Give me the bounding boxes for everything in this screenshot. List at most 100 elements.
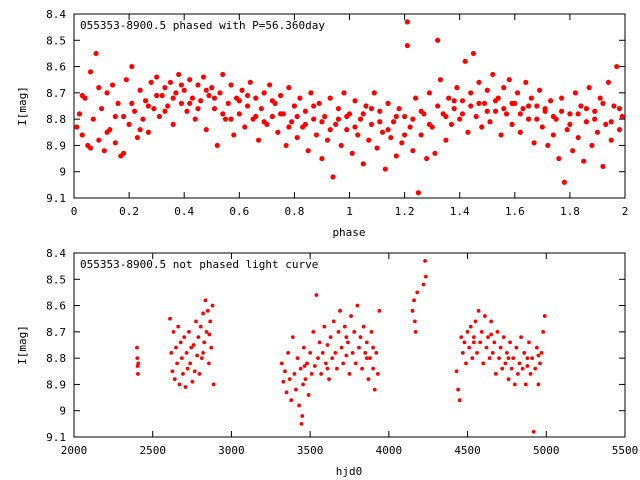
phased-data-point — [399, 140, 405, 146]
unphased-data-point — [342, 324, 347, 329]
phased-data-point — [457, 116, 463, 122]
unphased-data-point — [201, 311, 205, 316]
phased-data-point — [479, 124, 485, 130]
unphased-data-point — [514, 345, 519, 350]
phased-data-point — [600, 100, 606, 106]
unphased-data-point — [506, 377, 511, 382]
phased-data-point — [448, 121, 455, 127]
phased-data-point — [74, 124, 80, 130]
phased-data-point — [148, 79, 154, 85]
unphased-data-point — [279, 361, 284, 366]
unphased-data-point — [344, 353, 349, 358]
phased-data-point — [368, 121, 375, 127]
unphased-data-point — [528, 372, 533, 376]
phased-data-point — [349, 150, 355, 156]
phased-data-point — [446, 95, 452, 101]
unphased-data-point — [533, 366, 538, 371]
phased-data-point — [462, 58, 468, 64]
phased-data-point — [132, 108, 138, 114]
phased-data-point — [465, 129, 471, 135]
phased-data-point — [178, 82, 185, 88]
phased-data-point — [592, 108, 598, 114]
unphased-data-point — [306, 393, 311, 397]
phased-data-point — [616, 127, 623, 133]
unphased-data-point — [525, 364, 530, 368]
unphased-data-point — [338, 308, 342, 313]
phased-data-point — [426, 90, 432, 96]
unphased-data-point — [135, 345, 139, 350]
unphased-data-point — [527, 340, 531, 345]
unphased-data-point — [541, 329, 546, 334]
unphased-data-point — [517, 361, 522, 366]
phased-data-point — [319, 155, 325, 162]
phased-data-point — [520, 106, 526, 112]
phased-x-tick-label: 2 — [622, 205, 629, 218]
phased-data-point — [451, 106, 457, 112]
phased-data-point — [352, 124, 358, 130]
unphased-data-point — [473, 319, 478, 324]
phased-data-point — [564, 127, 570, 133]
unphased-data-point — [486, 335, 490, 340]
phased-data-point — [366, 137, 372, 143]
unphased-data-point — [192, 369, 197, 374]
phased-data-point — [170, 121, 176, 127]
phased-data-point — [187, 77, 193, 83]
unphased-data-point — [497, 356, 501, 361]
phased-data-point — [286, 85, 292, 91]
phased-data-point — [104, 129, 110, 135]
unphased-data-point — [525, 356, 530, 361]
phased-data-point — [368, 106, 375, 112]
unphased-data-point — [301, 345, 306, 350]
phased-data-point — [503, 111, 510, 117]
phased-data-point — [470, 50, 477, 57]
phased-data-point — [476, 100, 482, 106]
phased-data-point — [572, 90, 579, 96]
phased-data-point — [253, 113, 259, 120]
phased-data-point — [278, 111, 284, 117]
unphased-data-point — [487, 356, 492, 361]
phased-data-point — [413, 95, 419, 101]
phased-data-point — [217, 90, 223, 96]
phased-data-point — [134, 134, 140, 141]
unphased-data-point — [308, 350, 313, 355]
phased-data-point — [162, 108, 168, 114]
phased-data-point — [87, 145, 94, 151]
phased-data-point — [308, 90, 314, 96]
phased-data-point — [586, 85, 592, 91]
unphased-data-point — [476, 308, 481, 313]
phased-data-point — [214, 142, 220, 149]
phased-data-point — [156, 113, 163, 120]
phased-y-axis-label: I[mag] — [16, 86, 29, 126]
phased-data-point — [79, 132, 85, 138]
phased-x-tick-label: 1.6 — [505, 205, 525, 218]
unphased-data-point — [284, 390, 289, 395]
phased-data-point — [311, 116, 317, 122]
phased-data-point — [385, 100, 391, 106]
phased-data-point — [363, 103, 369, 109]
phased-data-point — [324, 137, 331, 143]
unphased-data-point — [353, 361, 358, 366]
phased-data-point — [333, 121, 339, 127]
unphased-data-point — [536, 382, 541, 387]
phased-data-point — [385, 127, 391, 133]
phased-data-point — [297, 95, 303, 101]
phased-data-point — [143, 98, 149, 104]
unphased-data-point — [454, 369, 459, 374]
phased-data-point — [267, 82, 273, 88]
phased-data-point — [476, 79, 482, 85]
phased-data-point — [424, 155, 430, 162]
phased-data-point — [559, 95, 565, 101]
unphased-data-point — [320, 350, 325, 355]
phased-data-point — [244, 92, 251, 99]
phased-data-point — [605, 79, 612, 85]
phased-data-point — [228, 116, 234, 122]
phased-data-point — [614, 63, 620, 70]
phased-data-point — [203, 87, 209, 93]
phased-y-tick-label: 8.5 — [46, 34, 66, 47]
phased-data-point — [151, 106, 157, 112]
phased-data-point — [327, 95, 333, 101]
phased-data-point — [137, 87, 143, 93]
phased-data-point — [291, 103, 297, 109]
phased-data-point — [311, 103, 317, 109]
phased-data-point — [371, 90, 377, 96]
